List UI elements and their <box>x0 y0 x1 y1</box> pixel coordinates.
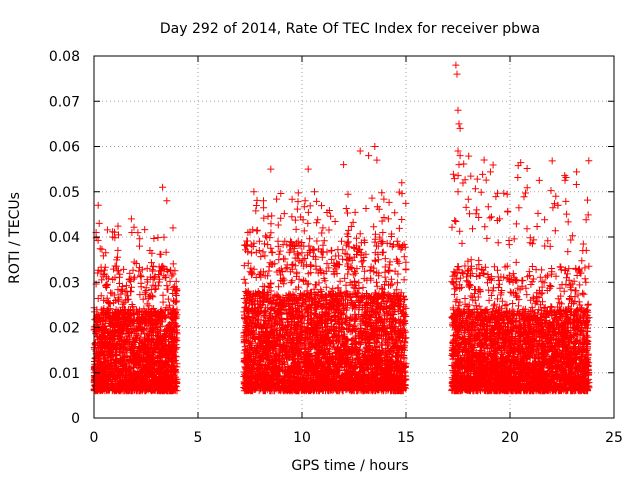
y-tick-label: 0.04 <box>49 230 80 246</box>
x-tick-labels: 0 5 10 15 20 25 <box>90 430 623 446</box>
y-tick-label: 0 <box>71 411 80 427</box>
x-axis-label: GPS time / hours <box>291 458 408 474</box>
y-tick-label: 0.02 <box>49 321 80 337</box>
chart-title: Day 292 of 2014, Rate Of TEC Index for r… <box>160 21 540 37</box>
x-tick-label: 10 <box>293 430 311 446</box>
y-tick-label: 0.08 <box>49 49 80 65</box>
y-tick-labels: 0 0.01 0.02 0.03 0.04 0.05 0.06 0.07 0.08 <box>49 49 80 427</box>
x-tick-label: 5 <box>194 430 203 446</box>
y-tick-label: 0.06 <box>49 140 80 156</box>
y-tick-label: 0.05 <box>49 185 80 201</box>
data-points <box>90 61 593 395</box>
x-tick-label: 15 <box>397 430 415 446</box>
y-axis-label: ROTI / TECUs <box>7 192 23 284</box>
x-tick-label: 20 <box>501 430 519 446</box>
axis-ticks <box>93 55 615 419</box>
y-tick-label: 0.03 <box>49 275 80 291</box>
roti-markers <box>90 61 593 395</box>
y-tick-label: 0.01 <box>49 366 80 382</box>
y-tick-label: 0.07 <box>49 94 80 110</box>
x-tick-label: 25 <box>605 430 623 446</box>
x-tick-label: 0 <box>90 430 99 446</box>
